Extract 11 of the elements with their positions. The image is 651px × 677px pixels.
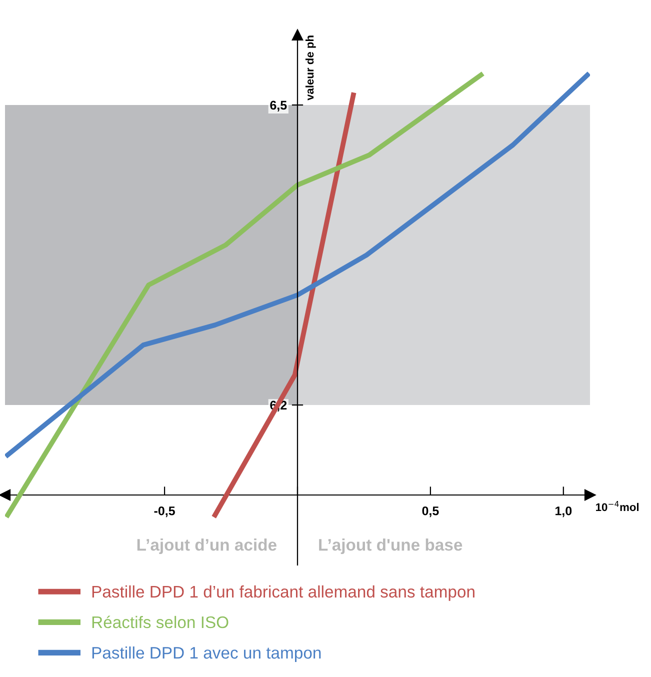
x-tick-label: 1,0	[556, 506, 572, 518]
x-tick-label: -0,5	[154, 506, 175, 518]
annotation: L’ajout d'une base	[319, 538, 462, 554]
legend-label: Pastille DPD 1 d’un fabricant allemand sans tampon	[92, 585, 474, 601]
x-axis-title: 10$^{−4}$mol	[596, 501, 639, 512]
annotation: L’ajout d’un acide	[137, 538, 276, 554]
legend-label: Pastille DPD 1 avec un tampon	[92, 646, 321, 662]
legend-label: Réactifs selon ISO	[92, 616, 228, 628]
x-tick-label: 0,5	[422, 506, 439, 518]
y-axis-title: valeur de ph	[305, 36, 316, 100]
y-tick-label: 6,5	[270, 100, 287, 112]
